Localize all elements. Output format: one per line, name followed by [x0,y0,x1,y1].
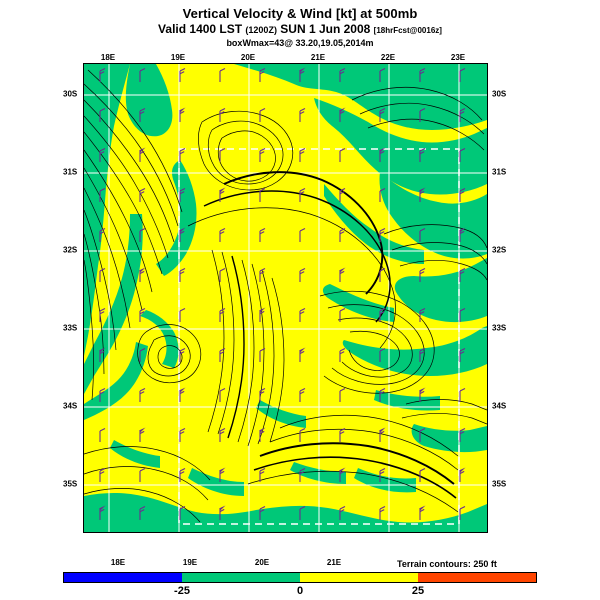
ytick-right-2: 32S [492,245,507,255]
chart-title: Vertical Velocity & Wind [kt] at 500mb [182,6,418,21]
colorbar-tick-2: 25 [411,585,425,597]
xtick-bottom-0: 18E [110,558,126,567]
ytick-left-5: 35S [63,479,78,489]
xtick-top-2: 20E [240,53,256,62]
ytick-right-0: 30S [492,89,507,99]
plot-svg [84,64,487,532]
xtick-bottom-1: 19E [182,558,198,567]
subtitle-zulu-time: (1200Z) [245,25,277,35]
xtick-top-5: 23E [450,53,466,62]
ytick-left-3: 33S [63,323,78,333]
subtitle-date: SUN 1 Jun 2008 [276,22,374,36]
colorbar-swatch-0 [64,573,182,582]
ytick-left-1: 31S [63,167,78,177]
xtick-top-4: 22E [380,53,396,62]
ytick-right-3: 33S [492,323,507,333]
colorbar [63,572,537,583]
terrain-contour-note: Terrain contours: 250 ft [397,559,497,569]
ytick-right-5: 35S [492,479,507,489]
xtick-top-3: 21E [310,53,326,62]
title-block: Vertical Velocity & Wind [kt] at 500mb V… [0,6,600,49]
ytick-right-4: 34S [492,401,507,411]
subtitle-forecast-tag: [18hrFcst@0016z] [373,26,442,35]
colorbar-swatch-3 [418,573,536,582]
xtick-bottom-2: 20E [254,558,270,567]
xtick-top-0: 18E [100,53,116,62]
ytick-left-0: 30S [63,89,78,99]
colorbar-tick-0: -25 [174,585,190,597]
subtitle-valid-prefix: Valid 1400 LST [158,22,246,36]
xtick-bottom-3: 21E [326,558,342,567]
chart-subtitle: Valid 1400 LST (1200Z) SUN 1 Jun 2008 [1… [0,22,600,38]
ytick-left-2: 32S [63,245,78,255]
ytick-left-4: 34S [63,401,78,411]
xtick-top-1: 19E [170,53,186,62]
colorbar-tick-1: 0 [296,585,304,597]
ytick-right-1: 31S [492,167,507,177]
colorbar-swatch-2 [300,573,418,582]
plot-area [83,63,488,533]
fill-negative-regions [84,64,487,532]
inner-domain-box [178,148,460,525]
colorbar-swatch-1 [182,573,300,582]
chart-subtitle-max: boxWmax=43@ 33.20,19.05,2014m [226,38,374,48]
